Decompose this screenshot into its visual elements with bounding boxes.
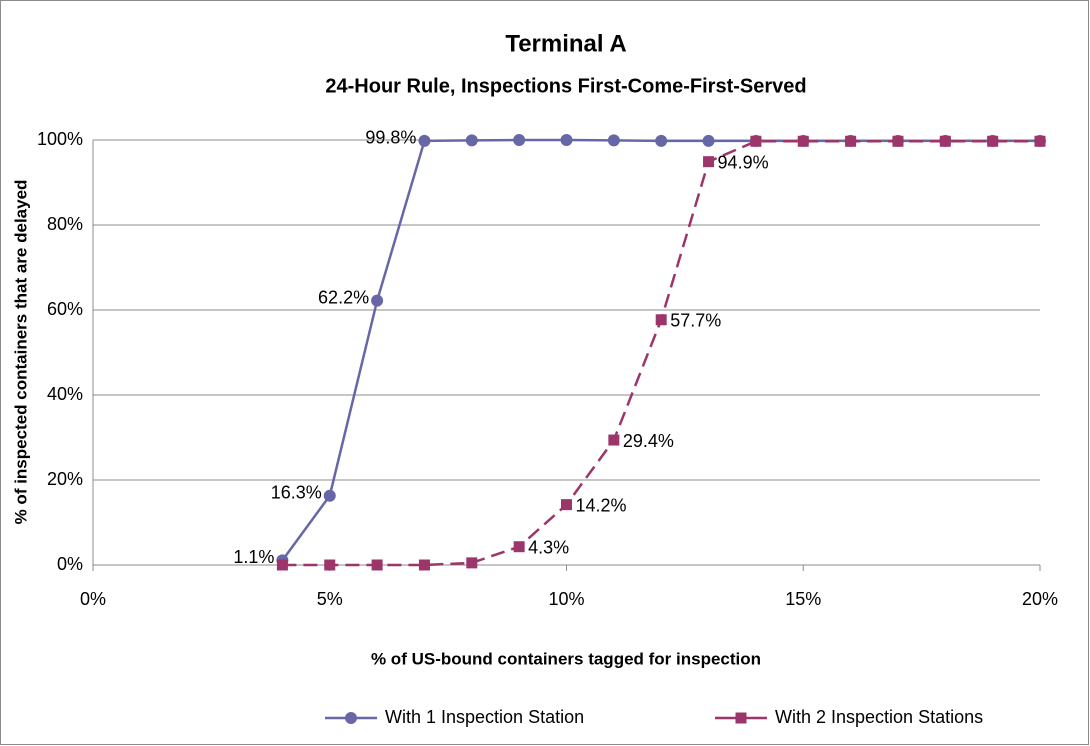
- data-label: 29.4%: [623, 431, 674, 451]
- x-tick-label: 20%: [1022, 589, 1058, 609]
- y-tick-label: 40%: [47, 384, 83, 404]
- data-label: 57.7%: [670, 311, 721, 331]
- x-axis-title: % of US-bound containers tagged for insp…: [371, 649, 761, 668]
- marker: [703, 156, 715, 168]
- data-label: 62.2%: [318, 287, 369, 307]
- y-tick-label: 100%: [37, 129, 83, 149]
- marker: [702, 134, 715, 147]
- data-label: 16.3%: [271, 482, 322, 502]
- y-tick-label: 80%: [47, 214, 83, 234]
- marker: [845, 135, 857, 147]
- y-tick-label: 20%: [47, 469, 83, 489]
- marker: [655, 314, 667, 326]
- legend-marker: [735, 712, 747, 724]
- data-label: 14.2%: [576, 495, 627, 515]
- marker: [466, 557, 478, 569]
- legend-label: With 1 Inspection Station: [385, 707, 584, 727]
- legend-marker: [345, 712, 357, 724]
- x-tick-label: 15%: [785, 589, 821, 609]
- marker: [323, 489, 336, 502]
- marker: [750, 135, 762, 147]
- x-tick-label: 0%: [80, 589, 106, 609]
- marker: [465, 134, 478, 147]
- marker: [608, 434, 620, 446]
- legend-label: With 2 Inspection Stations: [775, 707, 983, 727]
- x-tick-label: 5%: [317, 589, 343, 609]
- marker: [892, 135, 904, 147]
- chart-subtitle: 24-Hour Rule, Inspections First-Come-Fir…: [325, 75, 806, 97]
- marker: [607, 134, 620, 147]
- y-tick-label: 0%: [57, 554, 83, 574]
- chart-title: Terminal A: [505, 30, 626, 57]
- marker: [418, 559, 430, 571]
- marker: [939, 135, 951, 147]
- data-label: 1.1%: [233, 547, 274, 567]
- marker: [324, 559, 336, 571]
- marker: [371, 559, 383, 571]
- marker: [561, 499, 572, 511]
- data-label: 4.3%: [528, 537, 569, 557]
- data-label: 99.8%: [365, 128, 416, 148]
- marker: [797, 135, 809, 147]
- x-tick-label: 10%: [548, 589, 584, 609]
- marker: [513, 541, 525, 553]
- marker: [371, 294, 384, 307]
- marker: [1034, 135, 1046, 147]
- marker: [655, 134, 668, 147]
- marker: [513, 134, 526, 146]
- y-tick-label: 60%: [47, 299, 83, 319]
- marker: [418, 134, 431, 147]
- marker: [560, 134, 573, 146]
- marker: [276, 559, 288, 571]
- marker: [987, 135, 999, 147]
- data-label: 94.9%: [718, 152, 769, 172]
- y-axis-title: % of inspected containers that are delay…: [11, 180, 30, 525]
